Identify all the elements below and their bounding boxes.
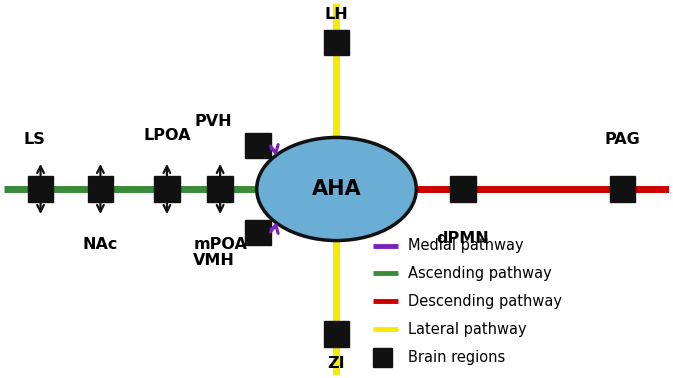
Ellipse shape: [256, 138, 417, 240]
Text: PVH: PVH: [194, 114, 232, 129]
Text: Ascending pathway: Ascending pathway: [409, 266, 552, 281]
Bar: [373, 348, 392, 367]
Bar: [246, 220, 271, 245]
Bar: [246, 133, 271, 158]
Text: Lateral pathway: Lateral pathway: [409, 322, 527, 337]
Bar: [324, 30, 349, 55]
Bar: [207, 177, 233, 201]
Text: Descending pathway: Descending pathway: [409, 294, 563, 309]
Bar: [450, 177, 476, 201]
Text: AHA: AHA: [312, 179, 361, 199]
Text: mPOA: mPOA: [193, 237, 247, 252]
Bar: [324, 321, 349, 347]
Text: LH: LH: [324, 7, 349, 22]
Text: LS: LS: [23, 132, 45, 147]
Text: PAG: PAG: [604, 132, 640, 147]
Text: ZI: ZI: [328, 356, 345, 371]
Text: Brain regions: Brain regions: [409, 350, 505, 365]
Text: NAc: NAc: [83, 237, 118, 252]
Text: dPMN: dPMN: [437, 231, 489, 246]
Bar: [154, 177, 180, 201]
Bar: [28, 177, 53, 201]
Bar: [610, 177, 635, 201]
Text: Medial pathway: Medial pathway: [409, 238, 524, 253]
Text: LPOA: LPOA: [143, 128, 190, 143]
Text: VMH: VMH: [192, 253, 234, 268]
Bar: [87, 177, 113, 201]
